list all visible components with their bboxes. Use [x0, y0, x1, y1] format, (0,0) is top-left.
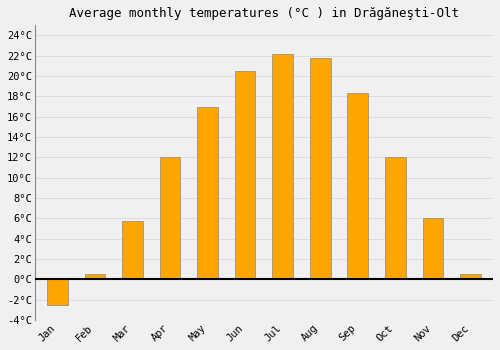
Bar [122, 222, 142, 279]
Bar [348, 93, 368, 279]
Title: Average monthly temperatures (°C ) in Drăgăneşti-Olt: Average monthly temperatures (°C ) in Dr… [69, 7, 459, 20]
Bar [84, 274, 105, 279]
Bar [460, 274, 481, 279]
Bar [272, 54, 293, 279]
Bar [160, 158, 180, 279]
Bar [422, 218, 444, 279]
Bar [197, 106, 218, 279]
Bar [47, 279, 68, 305]
Bar [235, 71, 256, 279]
Bar [385, 158, 406, 279]
Bar [310, 58, 330, 279]
